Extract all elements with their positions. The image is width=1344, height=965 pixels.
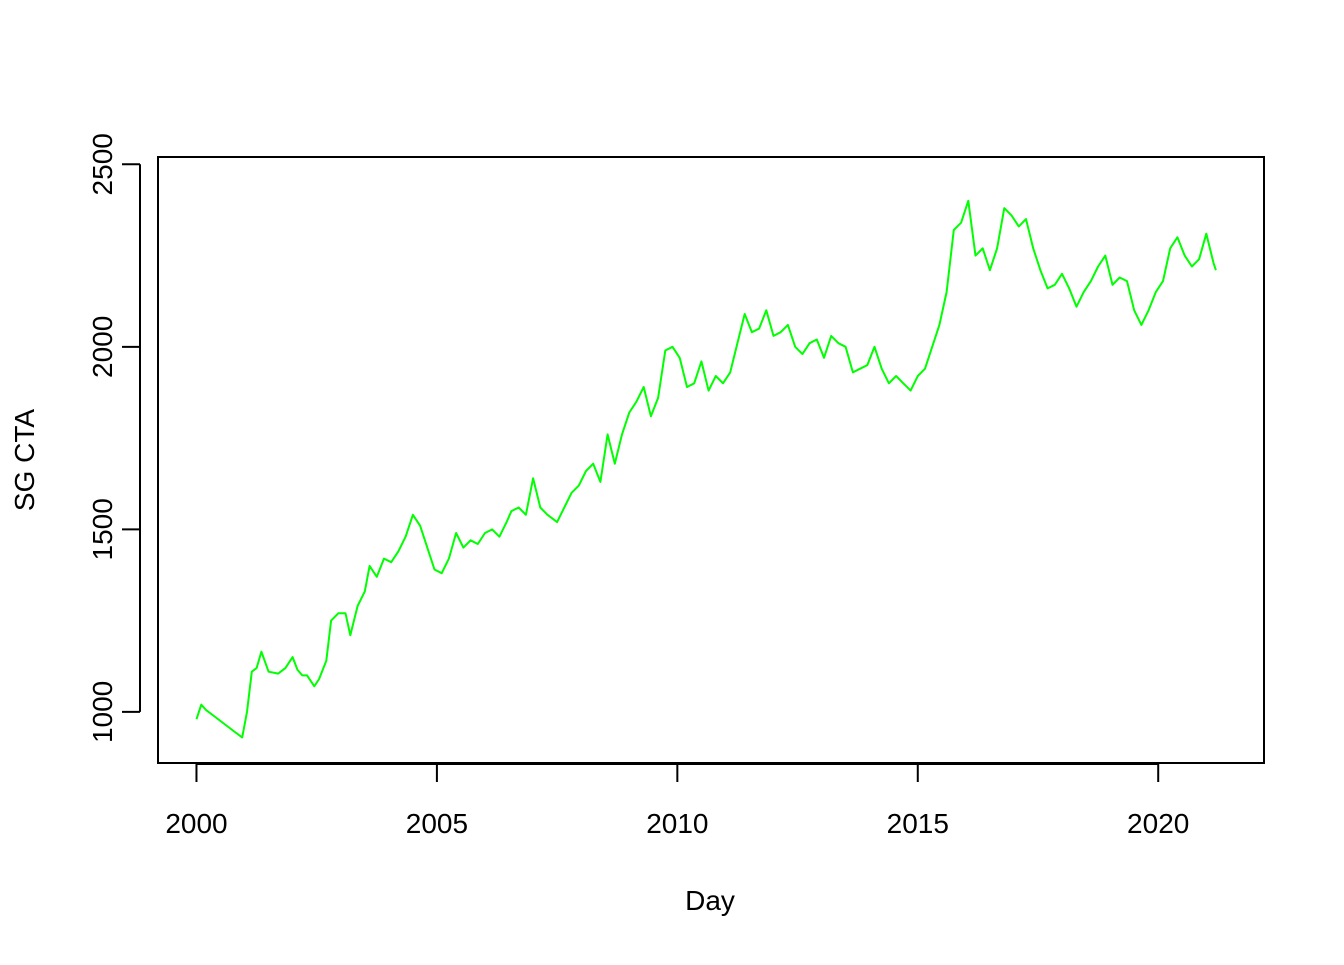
y-tick-label: 1500 — [87, 498, 118, 560]
plot-frame — [157, 156, 1265, 764]
x-axis: 2000 2005 2010 2015 2020 — [165, 763, 1189, 839]
series-layer — [195, 199, 1217, 739]
x-tick-label: 2000 — [165, 808, 227, 839]
y-axis-title: SG CTA — [9, 409, 40, 511]
y-tick-label: 2500 — [87, 133, 118, 195]
series-line-0 — [195, 199, 1217, 739]
x-tick-label: 2020 — [1127, 808, 1189, 839]
x-tick-label: 2015 — [887, 808, 949, 839]
x-axis-title: Day — [685, 885, 735, 916]
y-tick-label: 2000 — [87, 316, 118, 378]
x-tick-label: 2005 — [406, 808, 468, 839]
y-axis: 1000 1500 2000 2500 — [87, 133, 141, 743]
y-tick-label: 1000 — [87, 681, 118, 743]
x-tick-label: 2010 — [646, 808, 708, 839]
